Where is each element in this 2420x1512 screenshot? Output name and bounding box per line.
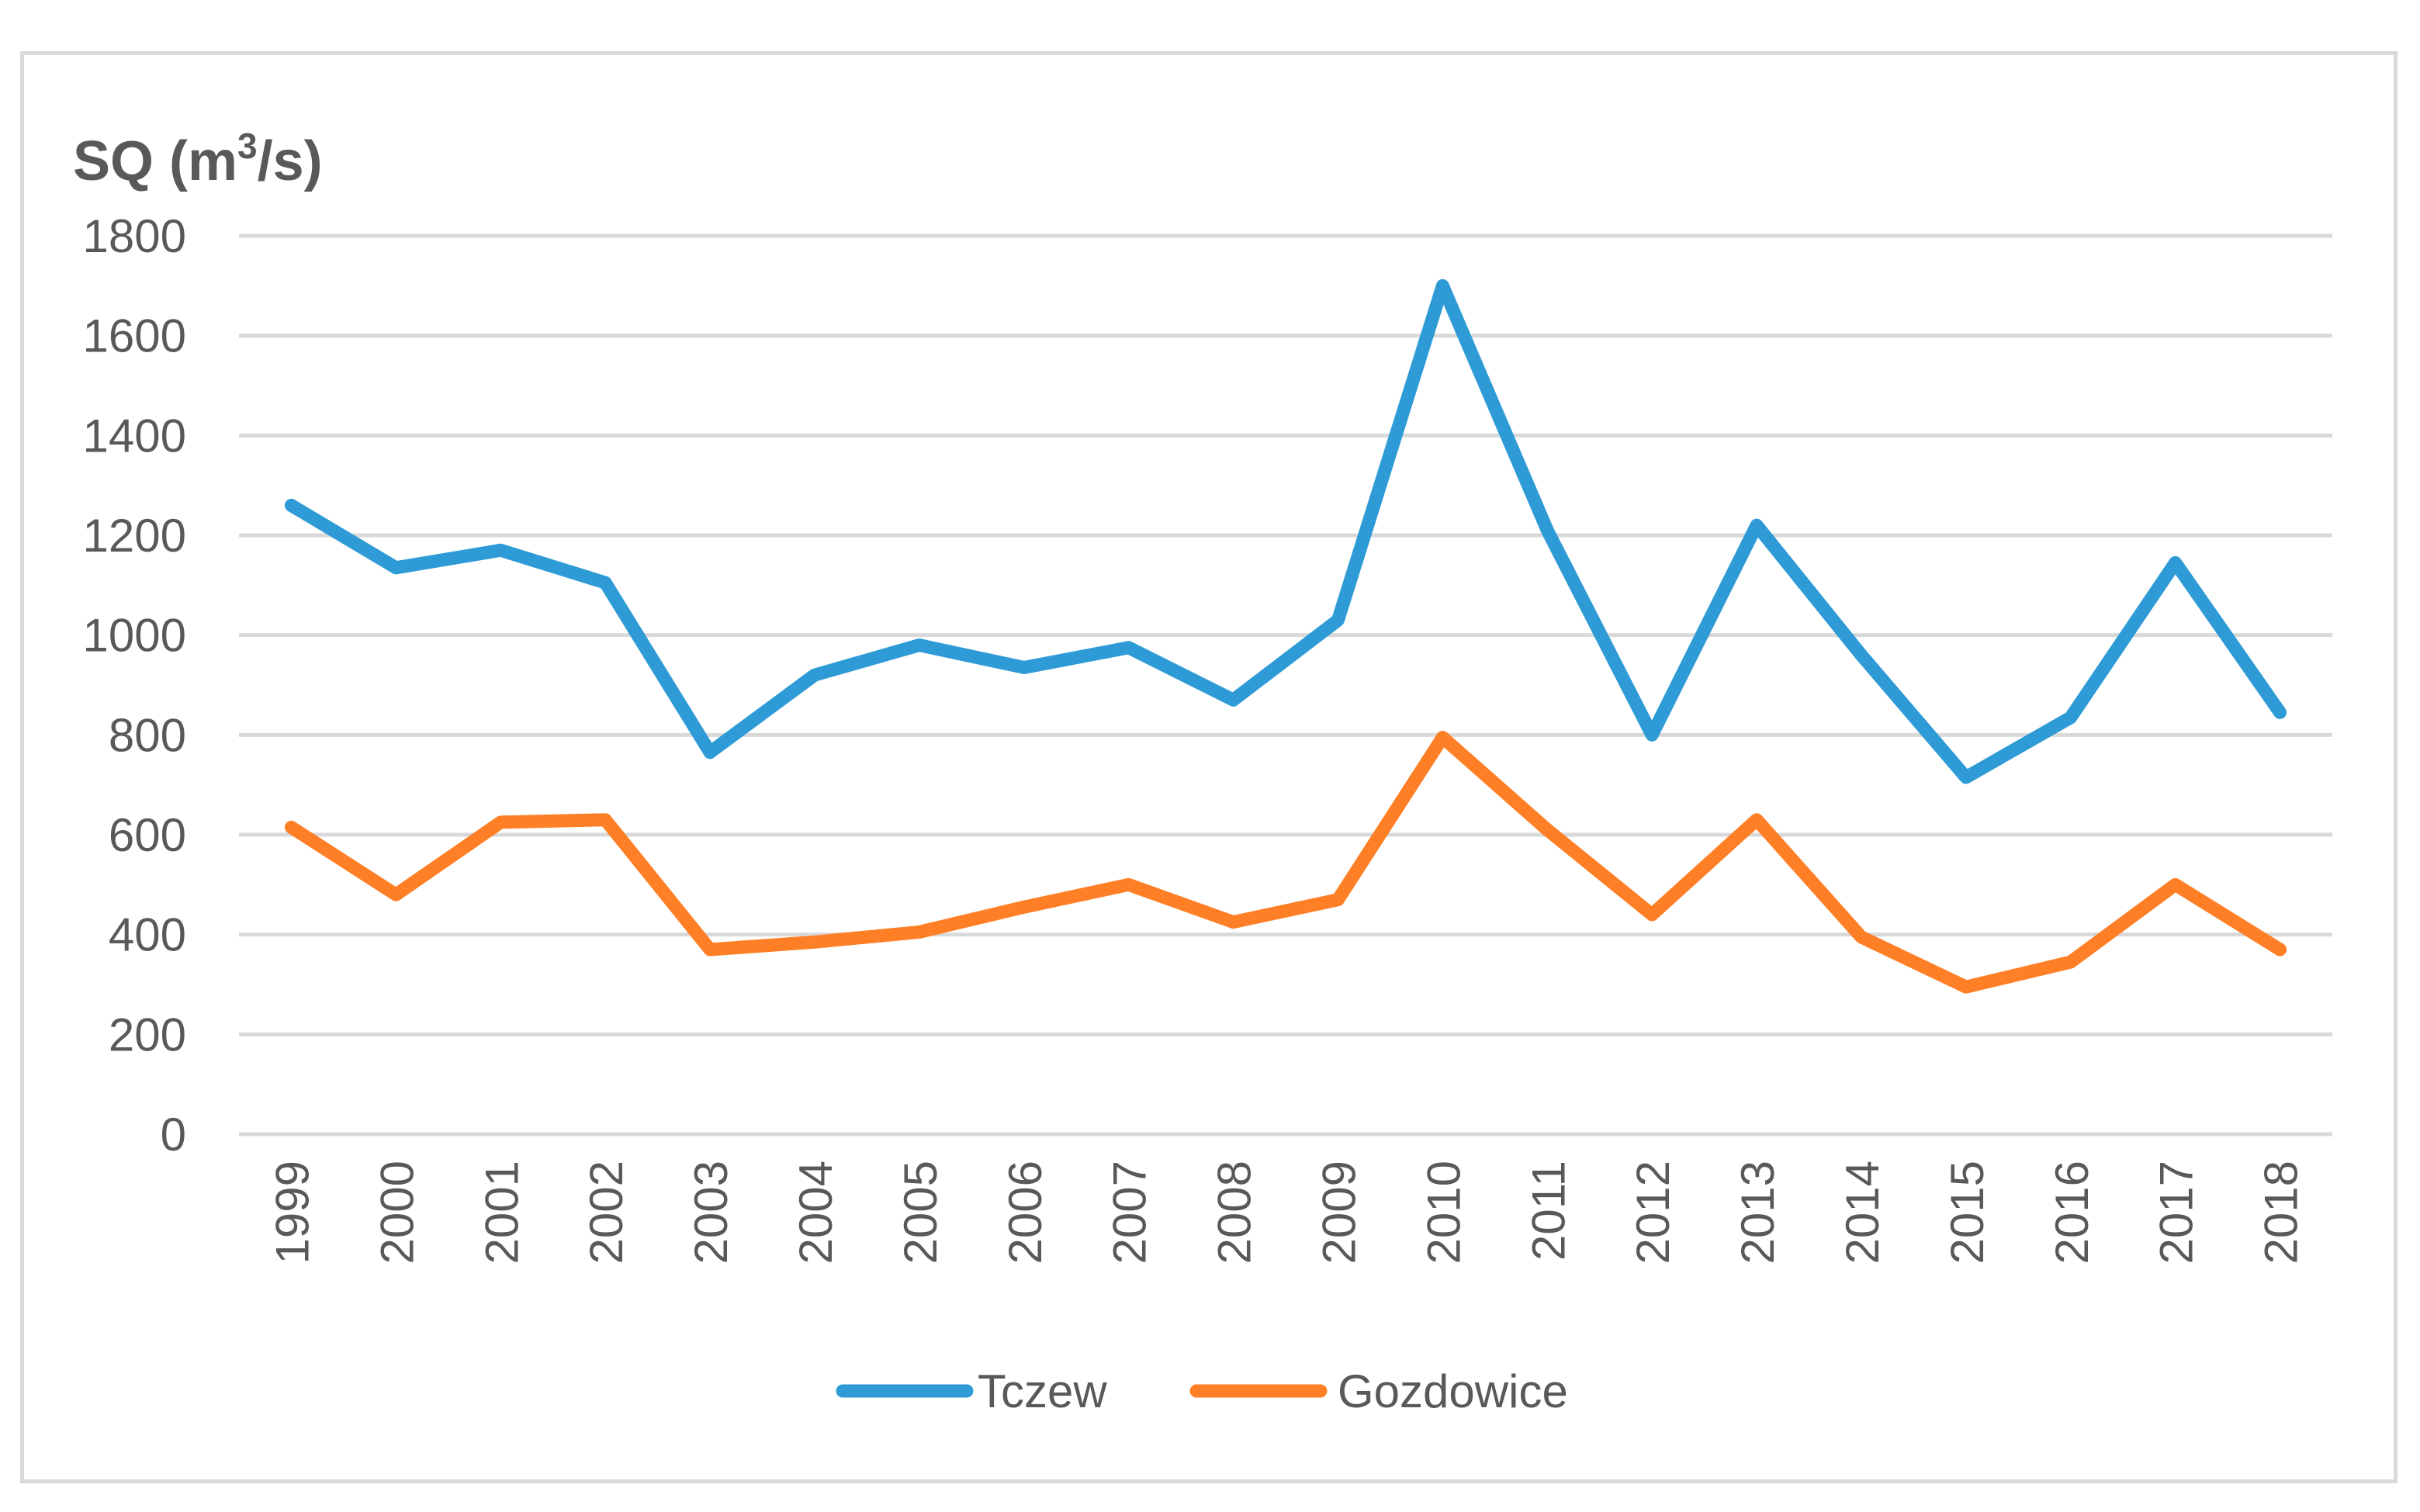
x-tick-label: 2000 bbox=[371, 1161, 423, 1264]
x-tick-label: 2001 bbox=[476, 1161, 528, 1264]
y-tick-label: 800 bbox=[109, 709, 186, 761]
y-tick-label: 0 bbox=[161, 1109, 186, 1161]
series-lines bbox=[284, 279, 2287, 994]
x-tick-label: 2017 bbox=[2151, 1161, 2203, 1264]
x-tick-label: 2006 bbox=[999, 1161, 1051, 1264]
y-tick-label: 1000 bbox=[83, 610, 186, 662]
x-tick-label: 2015 bbox=[1941, 1161, 1993, 1264]
y-axis-label: SQ (m3/s) bbox=[73, 126, 323, 192]
y-tick-label: 200 bbox=[109, 1009, 186, 1060]
x-tick-label: 2007 bbox=[1104, 1161, 1156, 1264]
x-tick-label: 2011 bbox=[1522, 1161, 1574, 1261]
series-line-tczew bbox=[284, 279, 2287, 784]
x-axis-ticks: 1999 2000 2001 2002 2003 2004 2005 2006 2007 2008… bbox=[266, 1161, 2307, 1264]
x-tick-label: 1999 bbox=[266, 1161, 318, 1264]
x-tick-label: 2013 bbox=[1732, 1161, 1784, 1264]
chart-frame bbox=[20, 51, 2397, 1483]
y-tick-label: 1600 bbox=[83, 310, 186, 362]
y-tick-label: 600 bbox=[109, 809, 186, 861]
y-tick-label: 1800 bbox=[83, 210, 186, 262]
x-tick-label: 2002 bbox=[580, 1161, 632, 1264]
x-tick-label: 2003 bbox=[685, 1161, 737, 1264]
x-tick-label: 2009 bbox=[1313, 1161, 1365, 1264]
x-tick-label: 2012 bbox=[1627, 1161, 1679, 1264]
x-tick-label: 2008 bbox=[1209, 1161, 1261, 1264]
legend-label-gozdowice: Gozdowice bbox=[1338, 1365, 1568, 1417]
legend: Tczew Gozdowice bbox=[836, 1365, 1568, 1417]
y-axis-ticks: 0 200 400 600 800 1000 1200 1400 1600 1800 bbox=[83, 210, 186, 1161]
x-tick-label: 2005 bbox=[895, 1161, 947, 1264]
series-line-gozdowice bbox=[284, 731, 2287, 994]
y-tick-label: 1200 bbox=[83, 510, 186, 562]
series-gozdowice bbox=[284, 731, 2287, 994]
legend-label-tczew: Tczew bbox=[978, 1365, 1107, 1417]
y-tick-label: 1400 bbox=[83, 410, 186, 462]
x-tick-label: 2004 bbox=[790, 1161, 842, 1264]
x-tick-label: 2010 bbox=[1418, 1161, 1470, 1264]
x-tick-label: 2014 bbox=[1837, 1161, 1889, 1264]
y-tick-label: 400 bbox=[109, 909, 186, 961]
x-tick-label: 2016 bbox=[2046, 1161, 2098, 1264]
gridlines bbox=[239, 234, 2332, 1137]
x-tick-label: 2018 bbox=[2256, 1161, 2307, 1264]
series-tczew bbox=[284, 279, 2287, 784]
